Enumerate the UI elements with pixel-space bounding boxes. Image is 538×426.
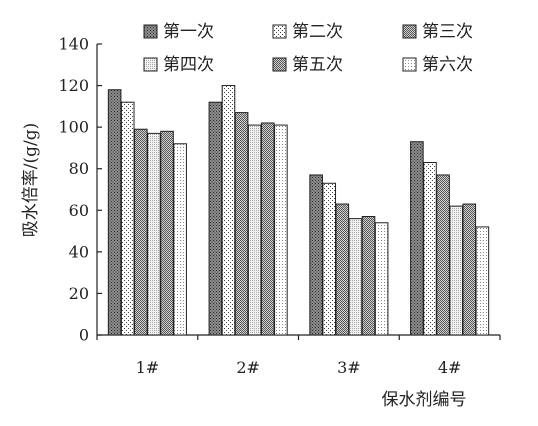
bar-1#-第二次 [120,101,135,336]
x-axis-label: 保水剂编号 [382,390,467,410]
x-tick-label: 3# [337,358,361,377]
y-tick-label: 40 [69,242,89,261]
bar-3#-第四次 [348,218,363,336]
y-tick-label: 60 [69,201,89,220]
bar-4#-第五次 [462,203,477,336]
y-tick-label: 80 [69,159,89,178]
bar-1#-第三次 [134,128,148,336]
bar-4#-第二次 [423,161,437,336]
y-tick-label: 0 [79,326,89,345]
bar-1#-第一次 [107,89,122,336]
legend-label: 第三次 [422,22,473,42]
bar-2#-第六次 [274,124,288,336]
legend-swatch [143,24,158,39]
legend-swatch [143,57,158,72]
bar-2#-第三次 [234,112,249,336]
bar-4#-第四次 [449,205,463,336]
bar-4#-第一次 [410,141,424,336]
bar-3#-第一次 [309,174,323,336]
bar-3#-第二次 [322,182,337,336]
bar-2#-第四次 [247,124,262,336]
bar-4#-第六次 [475,226,490,336]
legend-swatch [402,24,417,39]
y-tick-label: 100 [58,118,89,137]
bar-2#-第二次 [221,85,236,336]
bar-1#-第五次 [160,130,174,336]
legend-label: 第一次 [163,22,214,42]
bar-3#-第六次 [374,222,389,336]
legend-label: 第二次 [292,22,343,42]
bar-4#-第三次 [436,174,450,336]
plot-area: 0 20 40 60 80 100 120 140 1# 2# 3# 4# [58,35,501,377]
y-tick-label: 140 [58,35,89,54]
legend-swatch [272,57,287,72]
x-tick-label: 2# [236,358,260,377]
bar-2#-第五次 [260,122,275,336]
bar-3#-第五次 [361,216,376,336]
bar-3#-第三次 [335,203,350,336]
legend-label: 第五次 [292,55,343,75]
x-tick-label: 4# [438,358,462,377]
bar-1#-第四次 [147,132,161,336]
legend-label: 第六次 [422,55,473,75]
bar-1#-第六次 [173,143,187,336]
legend-swatch [402,57,417,72]
y-axis-label: 吸水倍率/(g/g) [21,123,41,237]
y-tick-label: 20 [69,284,89,303]
x-tick-label: 1# [136,358,160,377]
y-tick-label: 120 [58,76,89,95]
legend-label: 第四次 [163,55,214,75]
legend-swatch [272,24,287,39]
bar-2#-第一次 [208,101,223,336]
